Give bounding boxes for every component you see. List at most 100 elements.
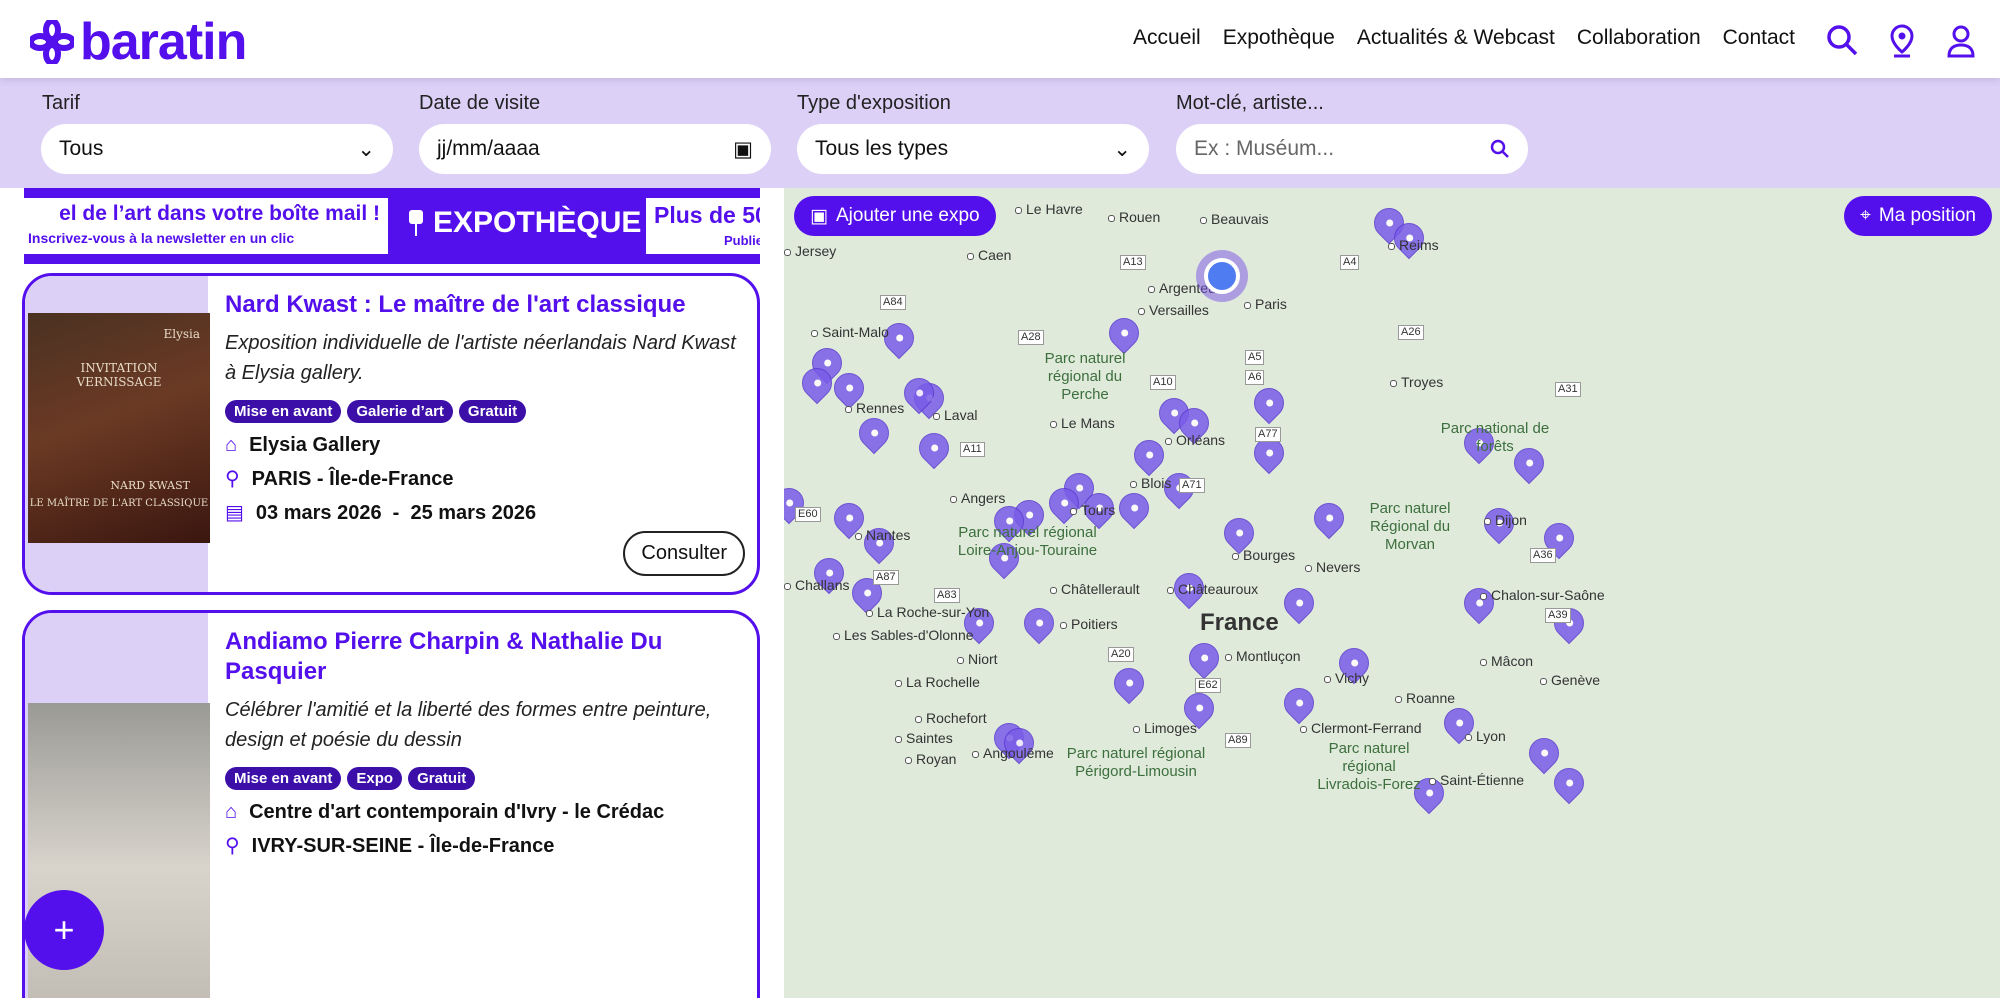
road-label: A5 [1245, 350, 1265, 365]
nav-accueil[interactable]: Accueil [1133, 26, 1201, 49]
dates: 03 mars 2026 - 25 mars 2026 [255, 502, 537, 524]
banner-more: Plus de 500 [654, 202, 760, 228]
nav-contact[interactable]: Contact [1722, 26, 1795, 49]
city-label: Challans [784, 577, 849, 594]
card-title[interactable]: Nard Kwast : Le maître de l'art classiqu… [225, 291, 686, 318]
city-label: Troyes [1390, 374, 1443, 391]
promo-banner[interactable]: el de l’art dans votre boîte mail ! Inscr… [24, 188, 760, 264]
city-label: Reims [1388, 237, 1439, 254]
date-placeholder: jj/mm/aaaa [437, 137, 540, 160]
add-expo-button[interactable]: ▣ Ajouter une expo [794, 196, 996, 236]
road-label: A20 [1108, 647, 1134, 662]
road-label: A89 [1225, 733, 1251, 748]
header: baratin Accueil Expothèque Actualités & … [0, 0, 2000, 78]
road-label: A83 [934, 588, 960, 603]
keyword-input[interactable]: Ex : Muséum... [1176, 124, 1528, 174]
keyword-label: Mot-clé, artiste... [1176, 92, 1324, 114]
poster-brand: Elysia [163, 327, 200, 341]
card-description: Célébrer l'amitié et la liberté des form… [225, 699, 712, 751]
exhibition-map-marker[interactable] [1107, 661, 1151, 705]
user-icon[interactable] [1946, 24, 1976, 58]
exhibition-map-marker[interactable] [912, 426, 956, 470]
results-list: el de l’art dans votre boîte mail ! Inscr… [0, 188, 784, 998]
city-label: Genève [1540, 672, 1600, 689]
city-label: Les Sables-d'Olonne [833, 627, 974, 644]
type-select[interactable]: Tous les types ⌄ [797, 124, 1149, 174]
city-label: Vichy [1324, 670, 1369, 687]
nav-expotheque[interactable]: Expothèque [1222, 26, 1335, 49]
map-pin-icon[interactable] [1888, 24, 1916, 58]
city-label: Beauvais [1200, 211, 1269, 228]
date-input[interactable]: jj/mm/aaaa ▣ [419, 124, 771, 174]
road-label: A11 [960, 442, 985, 457]
road-label: A10 [1150, 375, 1176, 390]
map[interactable]: ▣ Ajouter une expo ⌖ Ma position France Le… [784, 188, 2000, 998]
chevron-down-icon: ⌄ [1113, 137, 1131, 161]
nav-collaboration[interactable]: Collaboration [1576, 26, 1701, 49]
add-fab-button[interactable]: + [24, 890, 104, 970]
newsletter-title: el de l’art dans votre boîte mail ! [59, 202, 380, 225]
date-label: Date de visite [419, 92, 541, 114]
banner-more-sub: Publiez [724, 233, 760, 248]
park-label: Parc naturel régional du Perche [1044, 350, 1126, 403]
main-nav: Accueil Expothèque Actualités & Webcast … [1133, 26, 1795, 50]
poster-subtitle: LE MAÎTRE DE L'ART CLASSIQUE [29, 498, 209, 509]
exhibition-map-marker[interactable] [1547, 761, 1591, 805]
city-label: Clermont-Ferrand [1300, 720, 1421, 737]
city-label: La Rochelle [895, 674, 980, 691]
calendar-icon[interactable]: ▣ [733, 137, 753, 161]
tarif-value: Tous [59, 137, 104, 160]
exhibition-map-marker[interactable] [1277, 581, 1321, 625]
city-label: Orléans [1165, 432, 1225, 449]
venue: Centre d'art contemporain d'Ivry - le Cr… [249, 801, 665, 823]
home-icon: ⌂ [225, 434, 238, 456]
road-label: E62 [1195, 678, 1221, 693]
expo-card[interactable]: Andiamo Pierre Charpin & Nathalie Du Pas… [22, 610, 760, 998]
logo[interactable]: baratin [30, 12, 247, 72]
exhibition-map-marker[interactable] [1182, 636, 1226, 680]
exhibition-map-marker[interactable] [1127, 433, 1171, 477]
road-label: A77 [1255, 427, 1281, 442]
city-label: Tours [1070, 502, 1115, 519]
road-label: A6 [1245, 370, 1265, 385]
search-icon[interactable] [1826, 24, 1858, 56]
pin-icon [409, 210, 423, 236]
exhibition-map-marker[interactable] [1277, 681, 1321, 725]
expo-card[interactable]: Elysia INVITATION VERNISSAGE NARD KWAST … [22, 273, 760, 595]
city-label: Chalon-sur-Saône [1480, 587, 1605, 604]
location: PARIS - Île-de-France [251, 468, 454, 490]
park-label: Parc naturel régional Loire-Anjou-Tourai… [957, 524, 1098, 559]
exhibition-map-marker[interactable] [1522, 731, 1566, 775]
logo-text: baratin [80, 13, 247, 71]
exhibition-map-marker[interactable] [1307, 496, 1351, 540]
location: IVRY-SUR-SEINE - Île-de-France [251, 835, 555, 857]
tarif-select[interactable]: Tous ⌄ [41, 124, 393, 174]
city-label: Angoulême [972, 745, 1054, 762]
exhibition-map-marker[interactable] [1017, 601, 1061, 645]
road-label: A4 [1340, 255, 1360, 270]
card-title[interactable]: Andiamo Pierre Charpin & Nathalie Du Pas… [225, 628, 663, 685]
crosshair-icon: ⌖ [1860, 205, 1871, 226]
tarif-label: Tarif [42, 92, 80, 114]
consult-button[interactable]: Consulter [623, 531, 745, 576]
exhibition-map-marker[interactable] [852, 411, 896, 455]
city-label: Angers [950, 490, 1005, 507]
city-label: Saintes [895, 730, 953, 747]
city-label: Caen [967, 247, 1011, 264]
my-position-button[interactable]: ⌖ Ma position [1844, 196, 1992, 236]
city-label: Rennes [845, 400, 904, 417]
type-label: Type d'exposition [797, 92, 951, 114]
city-label: Blois [1130, 475, 1171, 492]
country-label: France [1200, 609, 1279, 636]
city-label: Jersey [784, 243, 836, 260]
nav-actualites[interactable]: Actualités & Webcast [1356, 26, 1555, 49]
exhibition-map-marker[interactable] [1247, 381, 1291, 425]
expotheque-label: EXPOTHÈQUE [433, 206, 642, 239]
search-icon[interactable] [1490, 139, 1510, 159]
poster-artist: NARD KWAST [110, 479, 190, 492]
city-label: Dijon [1484, 512, 1527, 529]
road-label: A28 [1018, 330, 1044, 345]
city-label: Châtellerault [1050, 581, 1140, 598]
expo-poster[interactable]: Elysia INVITATION VERNISSAGE NARD KWAST … [28, 313, 210, 543]
exhibition-map-marker[interactable] [1112, 486, 1156, 530]
